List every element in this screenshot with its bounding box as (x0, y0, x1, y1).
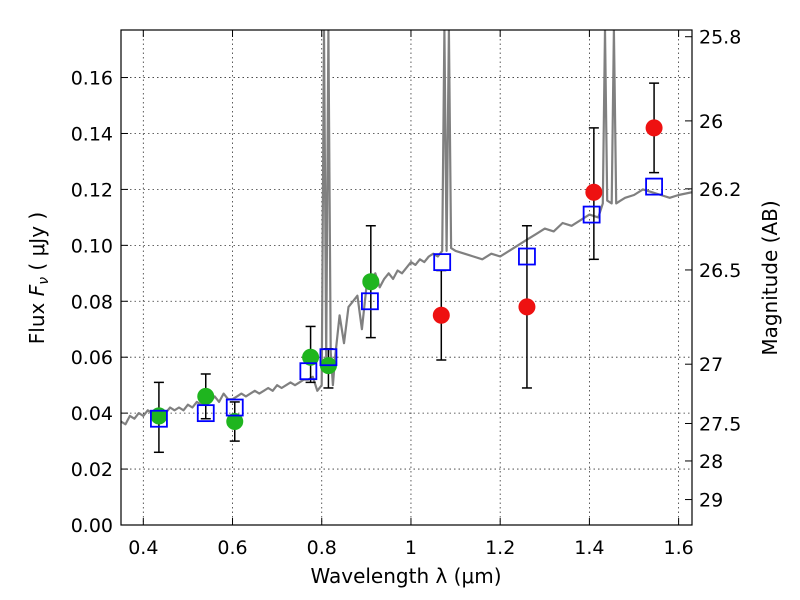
y-axis-label-symbol: F (25, 284, 49, 296)
data-layer (121, 30, 692, 454)
right-tick-label: 26.5 (699, 260, 741, 282)
ticks: 0.4 0.6 0.8 1 1.2 1.4 1.6 0.00 0.02 0.04 0.06 0.08 0… (71, 27, 742, 559)
x-tick-label: 1.2 (485, 537, 515, 559)
model-square (150, 409, 168, 428)
x-tick-label: 0.8 (307, 537, 337, 559)
red-data-point (518, 298, 536, 316)
x-axis-label: Wavelength λ (μm) (310, 564, 501, 588)
y-axis-label-unit: ( μJy ) (25, 212, 49, 277)
grid (121, 30, 692, 525)
right-tick-label: 26 (699, 111, 723, 133)
model-square (433, 253, 452, 272)
red-data-point (585, 183, 603, 201)
y-tick-label: 0.02 (71, 459, 113, 481)
x-tick-label: 0.6 (217, 537, 247, 559)
y-axis-label-subscript: ν (36, 277, 52, 285)
plot-frame (120, 29, 693, 526)
y-tick-label: 0.08 (71, 291, 113, 313)
red-data-point (432, 306, 450, 324)
model-square (225, 398, 244, 417)
right-tick-label: 29 (699, 490, 723, 512)
x-tick-label: 1 (405, 537, 417, 559)
right-tick-label: 27 (699, 354, 723, 376)
green-data-point (226, 413, 244, 431)
right-tick-label: 28 (699, 451, 723, 473)
green-data-point (362, 273, 380, 291)
model-square (196, 404, 215, 423)
right-axis-label: Magnitude (AB) (758, 200, 782, 355)
y-tick-label: 0.14 (71, 123, 113, 145)
x-tick-label: 1.4 (574, 537, 604, 559)
x-tick-label: 1.6 (664, 537, 694, 559)
y-tick-label: 0.16 (71, 68, 113, 90)
right-tick-label: 26.2 (699, 179, 741, 201)
model-square (582, 205, 601, 224)
y-tick-label: 0.06 (71, 347, 113, 369)
model-square (299, 362, 318, 381)
green-data-point (197, 387, 215, 405)
y-tick-label: 0.00 (71, 515, 113, 537)
model-square (645, 177, 663, 196)
right-tick-label: 27.5 (699, 413, 741, 435)
y-axis-label: Flux Fν ( μJy ) (25, 212, 52, 344)
model-square (319, 348, 338, 367)
red-data-point (645, 119, 663, 137)
y-tick-label: 0.04 (71, 403, 113, 425)
green-data-point (302, 348, 320, 366)
right-tick-label: 25.8 (699, 27, 741, 49)
x-tick-label: 0.4 (128, 537, 158, 559)
y-axis-label-prefix: Flux (25, 296, 49, 344)
model-square (361, 292, 379, 311)
y-tick-label: 0.12 (71, 179, 113, 201)
y-tick-label: 0.10 (71, 235, 113, 257)
model-square (518, 247, 536, 266)
